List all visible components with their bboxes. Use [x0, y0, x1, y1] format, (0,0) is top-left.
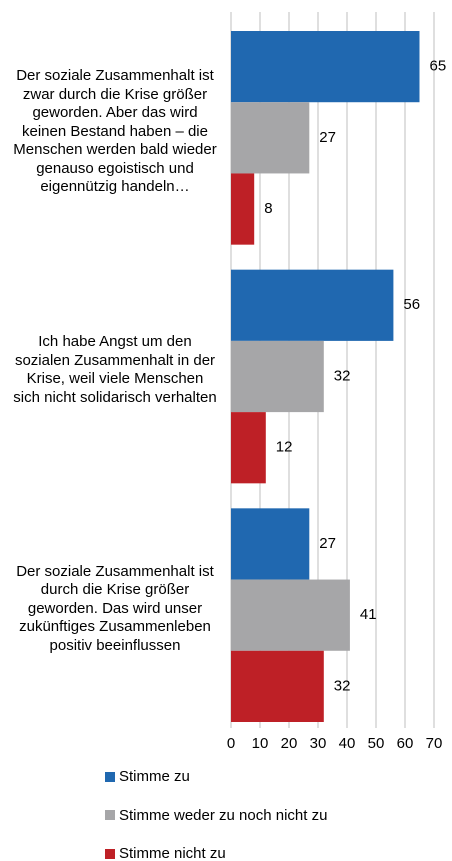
- legend-entry: Stimme nicht zu: [105, 845, 226, 861]
- category-label: Der soziale Zusammenhalt ist durch die K…: [16, 562, 214, 654]
- value-label: 12: [276, 439, 293, 456]
- value-label: 27: [319, 129, 336, 146]
- x-tick-label: 40: [339, 735, 356, 752]
- x-tick-label: 10: [252, 735, 269, 752]
- category-label: Ich habe Angst um den sozialen Zusammenh…: [13, 333, 217, 406]
- value-label: 27: [319, 535, 336, 552]
- bar: [231, 31, 420, 103]
- bar: [231, 340, 324, 413]
- value-label: 56: [403, 296, 420, 313]
- x-tick-label: 70: [426, 735, 443, 752]
- legend-label: Stimme nicht zu: [119, 845, 226, 861]
- legend-entry: Stimme weder zu noch nicht zu: [105, 807, 327, 824]
- bar: [231, 579, 350, 651]
- legend-swatch: [105, 810, 115, 820]
- value-label: 32: [334, 677, 351, 694]
- x-tick-label: 0: [227, 735, 235, 752]
- legend-label: Stimme weder zu noch nicht zu: [119, 806, 328, 824]
- x-tick-label: 50: [368, 735, 385, 752]
- bar: [231, 650, 324, 722]
- bar: [231, 412, 266, 484]
- bar: [231, 508, 310, 580]
- bar: [231, 269, 394, 341]
- value-label: 32: [334, 367, 351, 384]
- category-label: Der soziale Zusammenhalt ist zwar durch …: [13, 67, 217, 196]
- bar: [231, 173, 255, 245]
- x-tick-label: 60: [397, 735, 414, 752]
- x-tick-label: 30: [310, 735, 327, 752]
- legend-entry: Stimme zu: [105, 768, 190, 785]
- value-label: 65: [430, 58, 447, 75]
- legend-swatch: [105, 771, 115, 782]
- bar: [231, 102, 310, 174]
- value-label: 8: [264, 200, 272, 217]
- legend-swatch: [105, 848, 115, 859]
- x-tick-label: 20: [281, 735, 298, 752]
- legend-label: Stimme zu: [119, 768, 190, 785]
- value-label: 41: [360, 606, 377, 623]
